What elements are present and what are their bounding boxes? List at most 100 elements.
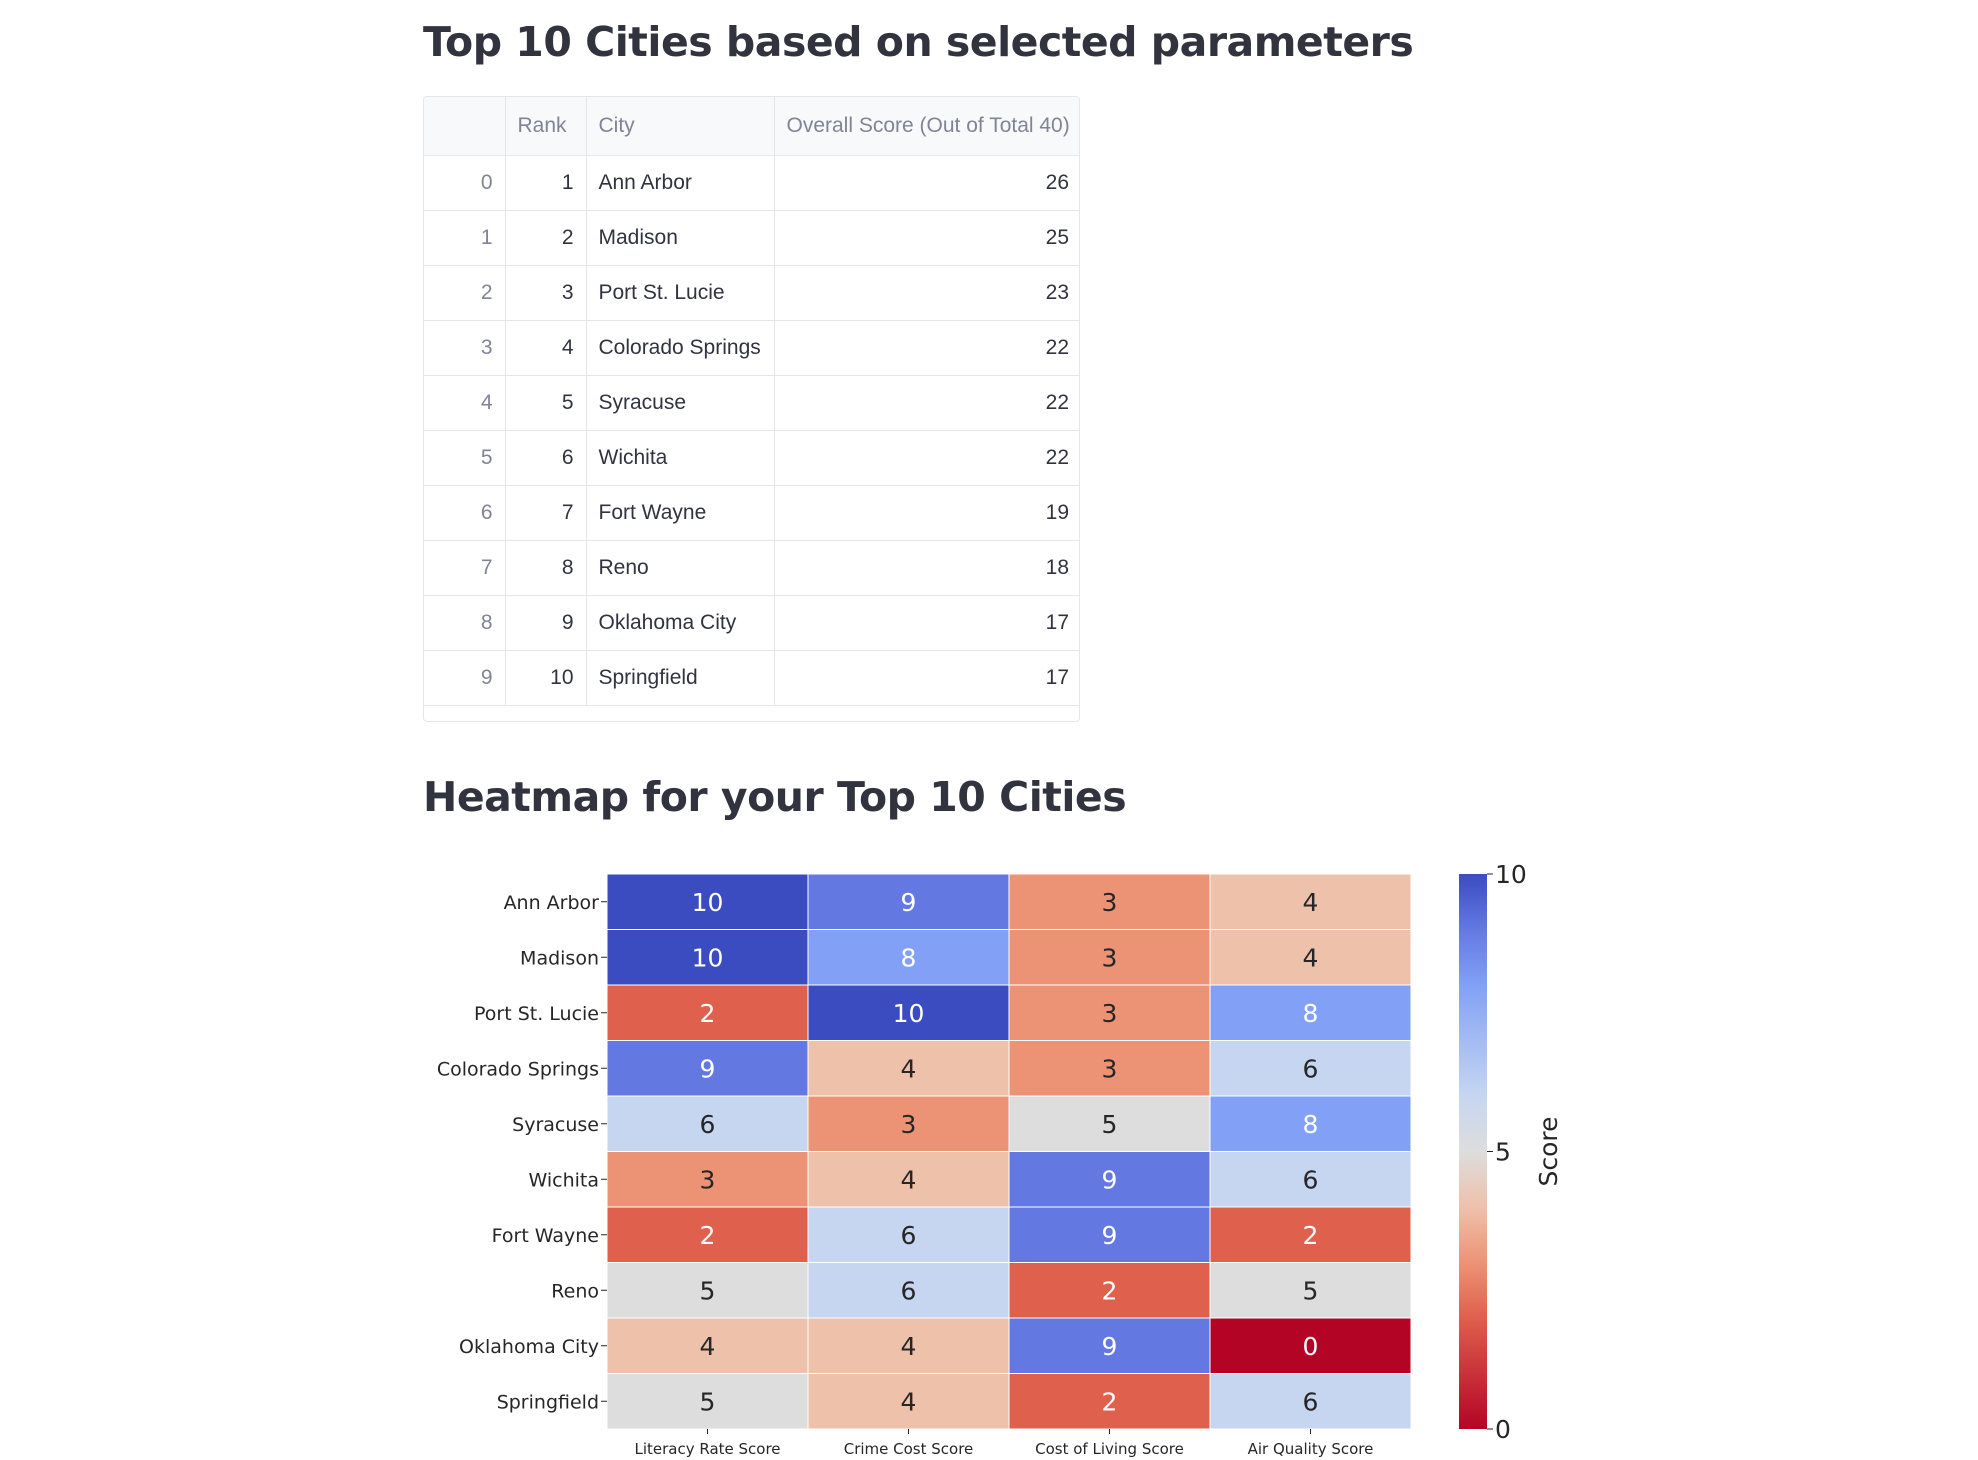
overall-score-cell[interactable]: 18 bbox=[774, 540, 1079, 596]
row-index-cell[interactable]: 7 bbox=[424, 540, 506, 596]
city-cell[interactable]: Colorado Springs bbox=[586, 320, 775, 376]
heatmap-cell-value: 2 bbox=[1102, 1276, 1118, 1305]
overall-score-cell[interactable]: 19 bbox=[774, 485, 1079, 541]
heatmap-cell bbox=[1209, 1206, 1412, 1263]
row-index-cell[interactable]: 4 bbox=[424, 375, 506, 431]
table-row[interactable]: 9 10 Springfield 17 bbox=[424, 650, 1079, 706]
y-tick-label: Wichita bbox=[528, 1169, 599, 1191]
row-index-cell[interactable]: 8 bbox=[424, 595, 506, 651]
heatmap-cell-value: 4 bbox=[1303, 943, 1319, 972]
colorbar-tick-label: 10 bbox=[1495, 860, 1527, 889]
heatmap-cell-value: 4 bbox=[700, 1332, 716, 1361]
table-row[interactable]: 8 9 Oklahoma City 17 bbox=[424, 595, 1079, 651]
heatmap-cell bbox=[1209, 1373, 1412, 1430]
heatmap-cell-value: 8 bbox=[1303, 999, 1319, 1028]
heatmap-cell-value: 8 bbox=[901, 943, 917, 972]
y-tick-label: Ann Arbor bbox=[504, 892, 600, 914]
heatmap-cell-value: 3 bbox=[700, 1165, 716, 1194]
row-index-cell[interactable]: 9 bbox=[424, 650, 506, 706]
heatmap-cell-value: 5 bbox=[700, 1387, 716, 1416]
y-tick-label: Port St. Lucie bbox=[474, 1003, 599, 1025]
column-header-index[interactable] bbox=[424, 97, 506, 156]
overall-score-cell[interactable]: 17 bbox=[774, 650, 1079, 706]
column-header-rank[interactable]: Rank bbox=[505, 97, 587, 156]
city-cell[interactable]: Madison bbox=[586, 210, 775, 266]
rank-cell[interactable]: 6 bbox=[505, 430, 587, 486]
x-tick-label: Crime Cost Score bbox=[844, 1440, 974, 1458]
heatmap-cell-value: 9 bbox=[901, 888, 917, 917]
column-header-city[interactable]: City bbox=[586, 97, 775, 156]
table-row[interactable]: 3 4 Colorado Springs 22 bbox=[424, 320, 1079, 376]
city-cell[interactable]: Port St. Lucie bbox=[586, 265, 775, 321]
heatmap-cell bbox=[1209, 1151, 1412, 1208]
heatmap-cell-value: 6 bbox=[700, 1110, 716, 1139]
city-cell[interactable]: Fort Wayne bbox=[586, 485, 775, 541]
top-cities-dataframe[interactable]: Rank City Overall Score (Out of Total 40… bbox=[423, 96, 1080, 722]
city-cell[interactable]: Syracuse bbox=[586, 375, 775, 431]
heatmap-cell bbox=[807, 1095, 1010, 1152]
overall-score-cell[interactable]: 25 bbox=[774, 210, 1079, 266]
overall-score-cell[interactable]: 26 bbox=[774, 155, 1079, 211]
rank-cell[interactable]: 8 bbox=[505, 540, 587, 596]
row-index-cell[interactable]: 5 bbox=[424, 430, 506, 486]
heatmap-cell-value: 3 bbox=[1102, 888, 1118, 917]
row-index-cell[interactable]: 1 bbox=[424, 210, 506, 266]
table-row[interactable]: 1 2 Madison 25 bbox=[424, 210, 1079, 266]
heatmap-cell-value: 9 bbox=[700, 1054, 716, 1083]
heatmap-cell bbox=[606, 1262, 809, 1319]
table-row[interactable]: 4 5 Syracuse 22 bbox=[424, 375, 1079, 431]
overall-score-cell[interactable]: 22 bbox=[774, 375, 1079, 431]
table-row[interactable]: 2 3 Port St. Lucie 23 bbox=[424, 265, 1079, 321]
city-cell[interactable]: Springfield bbox=[586, 650, 775, 706]
heatmap-cell-value: 2 bbox=[700, 999, 716, 1028]
rank-cell[interactable]: 4 bbox=[505, 320, 587, 376]
city-cell[interactable]: Ann Arbor bbox=[586, 155, 775, 211]
overall-score-cell[interactable]: 22 bbox=[774, 430, 1079, 486]
heatmap-cell-value: 6 bbox=[1303, 1054, 1319, 1083]
heatmap-cell bbox=[1209, 873, 1412, 930]
table-row[interactable]: 7 8 Reno 18 bbox=[424, 540, 1079, 596]
heatmap-cell bbox=[606, 1373, 809, 1430]
y-tick-label: Colorado Springs bbox=[437, 1058, 599, 1080]
row-index-cell[interactable]: 3 bbox=[424, 320, 506, 376]
city-cell[interactable]: Oklahoma City bbox=[586, 595, 775, 651]
column-header-overall-score[interactable]: Overall Score (Out of Total 40) bbox=[774, 97, 1079, 156]
heatmap-cell-value: 9 bbox=[1102, 1165, 1118, 1194]
heatmap-cell-value: 9 bbox=[1102, 1221, 1118, 1250]
table-row[interactable]: 5 6 Wichita 22 bbox=[424, 430, 1079, 486]
heatmap-chart: 10 9 3 4 10 8 3 4 2 10 3 8 9 4 3 6 6 3 5 8 3 4 9 6 2 6 9 2 5 6 2 5 4 4 9 0 5… bbox=[437, 860, 1563, 1458]
heatmap-cell bbox=[807, 1373, 1010, 1430]
rank-cell[interactable]: 9 bbox=[505, 595, 587, 651]
heatmap-cell bbox=[1209, 1040, 1412, 1097]
table-row[interactable]: 6 7 Fort Wayne 19 bbox=[424, 485, 1079, 541]
rank-cell[interactable]: 5 bbox=[505, 375, 587, 431]
row-index-cell[interactable]: 0 bbox=[424, 155, 506, 211]
heatmap-cell bbox=[807, 929, 1010, 986]
row-index-cell[interactable]: 6 bbox=[424, 485, 506, 541]
heatmap-cell-value: 4 bbox=[901, 1165, 917, 1194]
overall-score-cell[interactable]: 17 bbox=[774, 595, 1079, 651]
y-tick-label: Springfield bbox=[497, 1391, 599, 1413]
y-tick-label: Madison bbox=[520, 947, 599, 969]
rank-cell[interactable]: 7 bbox=[505, 485, 587, 541]
rank-cell[interactable]: 2 bbox=[505, 210, 587, 266]
overall-score-cell[interactable]: 22 bbox=[774, 320, 1079, 376]
city-cell[interactable]: Reno bbox=[586, 540, 775, 596]
rank-cell[interactable]: 3 bbox=[505, 265, 587, 321]
city-cell[interactable]: Wichita bbox=[586, 430, 775, 486]
overall-score-cell[interactable]: 23 bbox=[774, 265, 1079, 321]
table-row[interactable]: 0 1 Ann Arbor 26 bbox=[424, 155, 1079, 211]
heatmap-cell bbox=[606, 1040, 809, 1097]
heatmap-cell bbox=[1008, 1373, 1211, 1430]
heatmap-cell bbox=[606, 1095, 809, 1152]
heatmap-cell-value: 6 bbox=[1303, 1165, 1319, 1194]
heatmap-cell-value: 3 bbox=[1102, 1054, 1118, 1083]
heatmap-cell-value: 3 bbox=[901, 1110, 917, 1139]
colorbar-label: Score bbox=[1534, 1116, 1563, 1186]
heatmap-cell bbox=[1008, 1206, 1211, 1263]
rank-cell[interactable]: 10 bbox=[505, 650, 587, 706]
x-tick-label: Literacy Rate Score bbox=[634, 1440, 780, 1458]
heatmap-cell-value: 3 bbox=[1102, 999, 1118, 1028]
row-index-cell[interactable]: 2 bbox=[424, 265, 506, 321]
rank-cell[interactable]: 1 bbox=[505, 155, 587, 211]
